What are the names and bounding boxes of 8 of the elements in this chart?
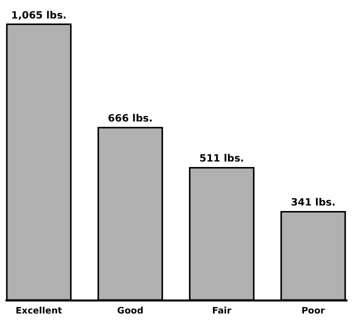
- x-tick-label: Poor: [301, 306, 326, 316]
- data-label: 511 lbs.: [199, 154, 244, 165]
- x-tick-label: Excellent: [16, 306, 63, 316]
- data-label: 666 lbs.: [108, 114, 153, 125]
- data-label: 1,065 lbs.: [11, 10, 67, 22]
- x-tick-label: Fair: [212, 306, 232, 316]
- x-tick-label: Good: [117, 306, 144, 316]
- data-label: 341 lbs.: [290, 198, 336, 209]
